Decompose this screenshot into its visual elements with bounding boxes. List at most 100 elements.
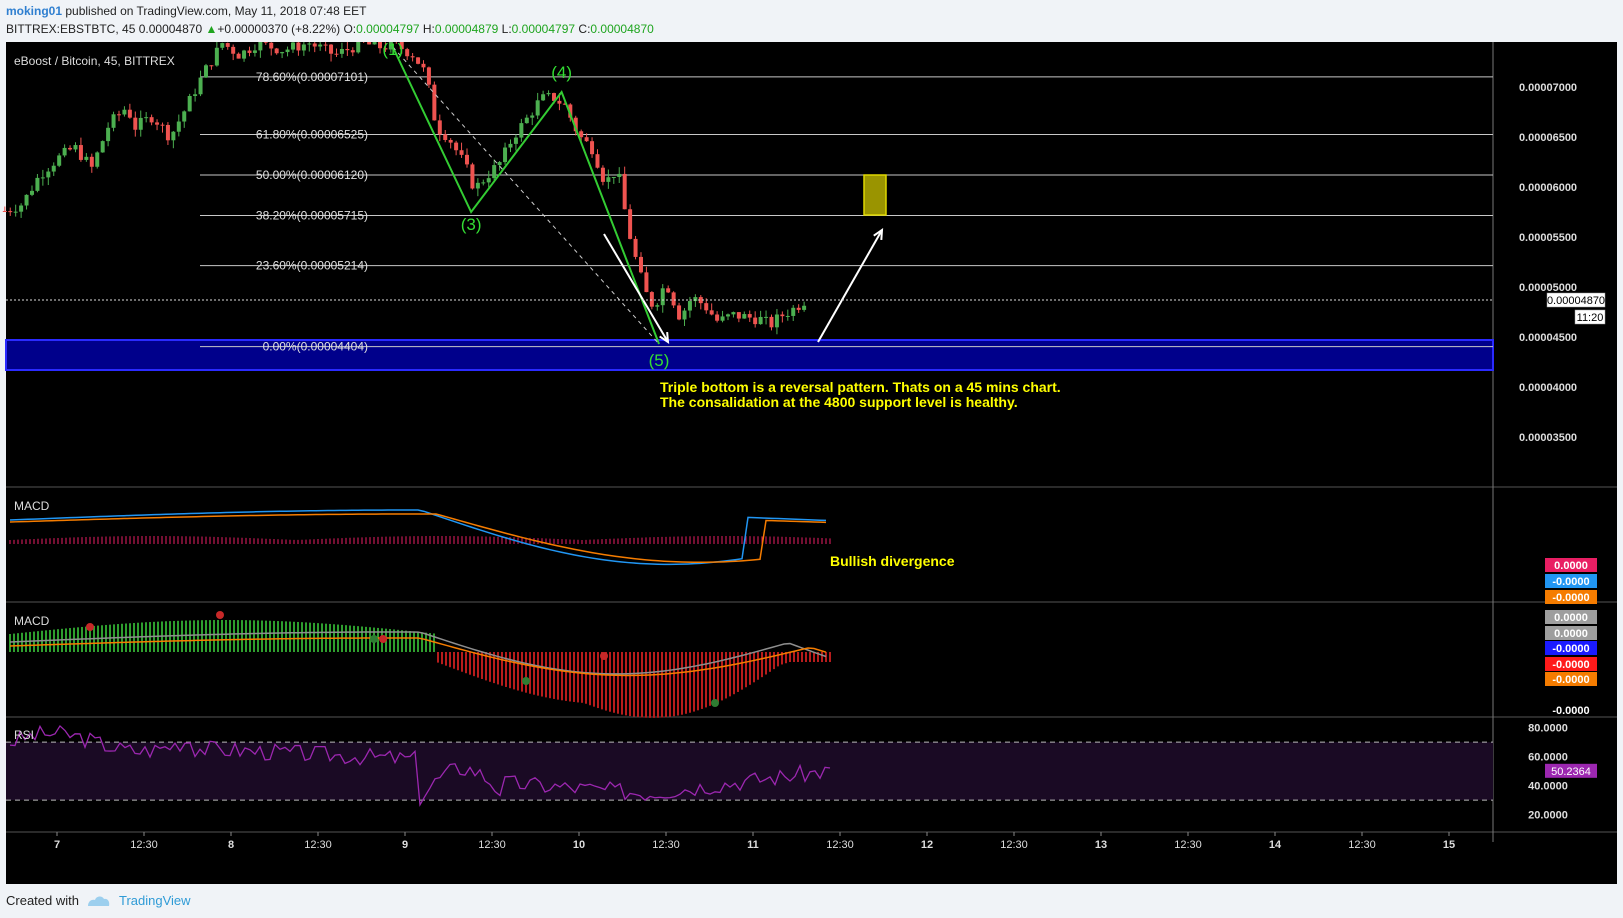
candle: [100, 141, 105, 153]
time-tick-label: 11: [747, 839, 759, 851]
candle: [399, 42, 404, 50]
candle: [421, 63, 426, 68]
chart-canvas[interactable]: 78.60%(0.00007101) 61.80%(0.00006525) 50.0…: [0, 42, 1623, 884]
candle: [747, 314, 752, 318]
open-value: 0.00004797: [356, 22, 420, 36]
candle: [432, 84, 437, 121]
price-tick: 0.00006000: [1519, 182, 1577, 194]
candle: [307, 43, 312, 45]
time-tick-label: 12: [921, 839, 933, 851]
macd2-value-badge: [1545, 657, 1597, 671]
candle: [633, 238, 638, 257]
time-tick-label: 12:30: [826, 839, 854, 851]
candle: [796, 307, 801, 310]
time-tick-label: 15: [1443, 839, 1455, 851]
target-box: [863, 174, 887, 216]
candle: [242, 50, 247, 59]
down-arrow-head: [659, 331, 670, 344]
symbol-info: BITTREX:EBSTBTC, 45 0.00004870 ▲+0.00000…: [6, 22, 654, 36]
candle: [318, 44, 323, 47]
candle: [19, 205, 24, 212]
macd2-cross-dot: [522, 677, 530, 685]
candle: [165, 124, 170, 141]
macd2-value-badge: [1545, 610, 1597, 624]
price-tick: 0.00007000: [1519, 82, 1577, 94]
time-tick-label: 8: [228, 839, 234, 851]
candle: [312, 43, 317, 47]
down-arrow: [603, 233, 669, 343]
macd1-value-label: -0.0000: [1552, 576, 1589, 588]
rsi-value-badge: [1545, 763, 1597, 778]
candle: [182, 111, 187, 122]
wave-label: (4): [551, 63, 572, 82]
candle: [649, 292, 654, 307]
candle: [203, 65, 208, 78]
price-pane[interactable]: 78.60%(0.00007101) 61.80%(0.00006525) 50.0…: [2, 42, 1494, 371]
candle: [416, 57, 421, 64]
rsi-pane[interactable]: 80.0000 60.0000 40.0000 20.0000 50.2364: [6, 723, 1597, 822]
fib-label: 0.00%(0.00004404): [263, 340, 368, 354]
candle: [742, 314, 747, 319]
price-axis[interactable]: 0.00007000 0.00006500 0.00006000 0.00005500…: [1519, 82, 1606, 444]
time-tick-label: 7: [54, 839, 60, 851]
candle: [660, 288, 665, 306]
candle: [24, 194, 29, 206]
macd1-line: [9, 509, 827, 566]
candle: [709, 310, 714, 315]
candle: [95, 152, 100, 167]
time-tick-label: 12:30: [1348, 839, 1376, 851]
candle: [274, 48, 279, 54]
macd2-value-label: -0.0000: [1552, 643, 1589, 655]
candle: [736, 312, 741, 319]
author-link[interactable]: moking01: [6, 4, 63, 18]
annotation-line-1: Triple bottom is a reversal pattern. Tha…: [660, 379, 1061, 395]
candle: [40, 177, 45, 179]
candle: [160, 124, 165, 126]
candle: [214, 47, 219, 66]
macd2-cross-dot: [370, 635, 378, 643]
candle: [617, 173, 622, 177]
wave-label: (1): [382, 42, 403, 59]
rsi-tick: 20.0000: [1528, 810, 1568, 822]
candle: [209, 65, 214, 67]
candle: [111, 114, 116, 128]
grid: [6, 42, 1617, 842]
candle: [557, 100, 562, 104]
candle: [486, 178, 491, 183]
symbol-name: BITTREX:EBSTBTC, 45: [6, 22, 136, 36]
candle: [568, 104, 573, 118]
candle: [459, 150, 464, 155]
candle: [475, 182, 480, 189]
macd-pane-2[interactable]: 0.0000 0.0000 -0.0000 -0.0000 -0.0000 -0.0000: [9, 610, 1597, 718]
candle: [263, 42, 268, 43]
candle: [29, 190, 34, 195]
macd1-value-label: -0.0000: [1552, 592, 1589, 604]
macd2-value-badge: [1545, 672, 1597, 686]
candle: [530, 115, 535, 118]
candle: [611, 176, 616, 178]
macd2-value-label: -0.0000: [1552, 659, 1589, 671]
candle: [51, 165, 56, 172]
candle: [677, 305, 682, 320]
macd2-value-label: 0.0000: [1554, 628, 1588, 640]
macd1-title: MACD: [14, 499, 50, 513]
macd2-cross-dot: [600, 652, 608, 660]
price-tick: 0.00006500: [1519, 132, 1577, 144]
candle: [220, 43, 225, 48]
candle: [780, 314, 785, 317]
up-arrow-head: [873, 228, 884, 241]
candle: [138, 117, 143, 130]
candle: [720, 316, 725, 321]
macd2-cross-dot: [379, 635, 387, 643]
candle: [682, 310, 687, 320]
tradingview-link[interactable]: TradingView: [118, 893, 191, 908]
macd2-title: MACD: [14, 614, 50, 628]
candle: [628, 209, 633, 239]
fib-label: 38.20%(0.00005715): [256, 209, 368, 223]
candle: [13, 211, 18, 213]
candle: [644, 272, 649, 293]
time-axis[interactable]: 7 12:30 8 12:30 9 12:30 10 12:30 11 12:30 12 12:30 1…: [54, 832, 1455, 851]
candle: [377, 42, 382, 49]
price-tick: 0.00004500: [1519, 332, 1577, 344]
candle: [225, 43, 230, 47]
